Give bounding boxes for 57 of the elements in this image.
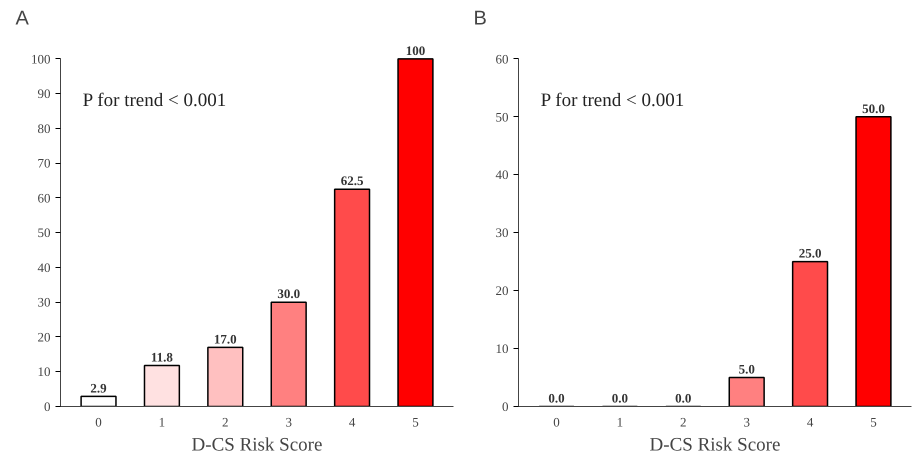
annotation: P for trend < 0.001	[540, 90, 684, 112]
bar	[334, 188, 370, 406]
y-tick-label: 40	[38, 260, 50, 275]
data-label: 50.0	[862, 100, 885, 116]
x-tick-label: 2	[222, 414, 229, 430]
x-tick-label: 0	[553, 414, 560, 430]
data-label: 0.0	[548, 390, 565, 406]
chart-title: A	[16, 8, 30, 30]
bar	[397, 58, 434, 406]
data-label: 17.0	[214, 331, 237, 346]
y-tick-label: 0	[502, 399, 508, 414]
data-label: 0.0	[675, 390, 692, 406]
x-tick-label: 5	[870, 414, 877, 430]
y-tick-label: 90	[38, 86, 50, 102]
bar	[207, 346, 244, 406]
bar	[144, 364, 180, 406]
x-tick-label: 1	[616, 414, 624, 430]
y-tick-label: 40	[496, 167, 508, 182]
x-axis-title: D-CS Risk Score	[650, 434, 780, 456]
y-tick-label: 0	[44, 399, 50, 414]
data-label: 5.0	[738, 362, 755, 377]
y-tick-label: 80	[38, 120, 50, 136]
data-label: 100	[406, 42, 426, 58]
x-tick-label: 3	[743, 414, 750, 430]
bar	[728, 376, 765, 406]
y-tick-label: 50	[496, 109, 508, 124]
y-tick-label: 70	[38, 156, 50, 171]
bar	[80, 396, 117, 406]
x-tick-label: 1	[158, 414, 166, 430]
data-label: 25.0	[798, 246, 822, 261]
y-tick-label: 60	[496, 51, 508, 66]
y-tick-label: 60	[38, 190, 50, 206]
x-tick-label: 4	[806, 414, 814, 430]
data-label: 30.0	[277, 286, 300, 302]
x-tick-label: 3	[285, 414, 292, 430]
bar	[855, 116, 892, 406]
y-tick-label: 20	[496, 283, 508, 298]
bar	[792, 260, 828, 406]
data-label: 0.0	[612, 390, 628, 406]
x-tick-label: 2	[680, 414, 687, 430]
data-label: 2.9	[90, 380, 108, 396]
y-tick-label: 30	[496, 225, 508, 240]
annotation: P for trend < 0.001	[82, 90, 226, 112]
y-tick-label: 20	[38, 329, 50, 344]
y-tick-label: 50	[38, 225, 50, 240]
data-label: 11.8	[150, 349, 174, 364]
data-label: 62.5	[340, 173, 364, 188]
y-tick-label: 30	[38, 294, 50, 310]
x-tick-label: 0	[95, 414, 102, 430]
bar	[270, 301, 307, 406]
x-tick-label: 5	[412, 414, 419, 430]
y-tick-label: 10	[496, 341, 508, 356]
x-tick-label: 4	[348, 414, 356, 430]
y-tick-label: 100	[31, 51, 50, 66]
x-axis-title: D-CS Risk Score	[192, 434, 322, 456]
y-tick-label: 10	[38, 364, 50, 380]
chart-title: B	[474, 8, 487, 30]
